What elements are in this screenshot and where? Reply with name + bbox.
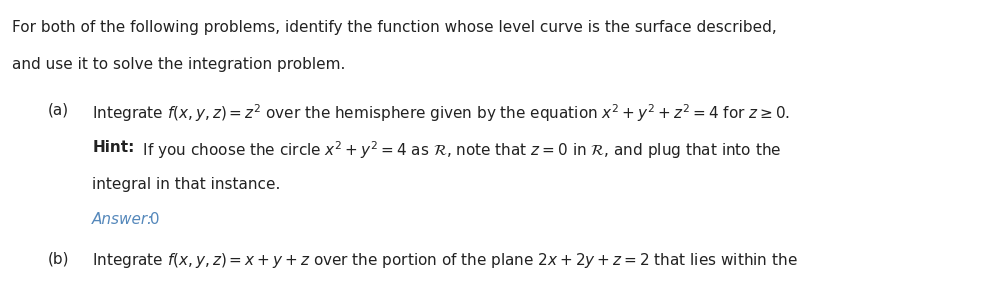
Text: For both of the following problems, identify the function whose level curve is t: For both of the following problems, iden…: [12, 20, 777, 35]
Text: Hint:: Hint:: [92, 140, 135, 155]
Text: 0: 0: [145, 212, 160, 227]
Text: (b): (b): [48, 251, 69, 266]
Text: Integrate $f(x, y, z) = x + y + z$ over the portion of the plane $2x + 2y + z = : Integrate $f(x, y, z) = x + y + z$ over …: [92, 251, 798, 270]
Text: (a): (a): [48, 103, 68, 118]
Text: Integrate $f(x, y, z) = z^2$ over the hemisphere given by the equation $x^2 + y^: Integrate $f(x, y, z) = z^2$ over the he…: [92, 103, 791, 124]
Text: If you choose the circle $x^2 + y^2 = 4$ as $\mathcal{R}$, note that $z = 0$ in : If you choose the circle $x^2 + y^2 = 4$…: [138, 140, 782, 161]
Text: integral in that instance.: integral in that instance.: [92, 177, 281, 192]
Text: Answer:: Answer:: [92, 212, 154, 227]
Text: and use it to solve the integration problem.: and use it to solve the integration prob…: [12, 57, 345, 72]
